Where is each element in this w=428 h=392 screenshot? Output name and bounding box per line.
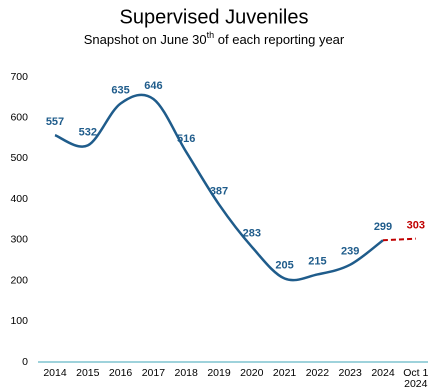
y-tick-label: 200 (10, 274, 28, 286)
x-tick-label: 2022 (305, 367, 330, 379)
x-tick-label: 2020 (240, 367, 264, 379)
x-tick-label: 2014 (43, 367, 67, 379)
data-label: 299 (374, 221, 392, 233)
projection-line (382, 237, 416, 242)
x-tick-label: 2019 (207, 367, 231, 379)
chart-title: Supervised Juveniles (120, 6, 309, 28)
y-tick-label: 500 (10, 152, 28, 164)
x-tick-label: 2021 (272, 367, 297, 379)
data-label: 635 (111, 84, 129, 96)
subtitle-part: Snapshot on June 30 (84, 32, 207, 47)
x-tick-label: 2018 (174, 367, 198, 379)
y-tick-label: 400 (10, 193, 28, 205)
x-tick-label: 2024 (371, 367, 395, 379)
x-tick-label: Oct 1 2024 (403, 367, 428, 390)
y-tick-label: 300 (10, 234, 28, 246)
x-tick-label: 2017 (141, 367, 166, 379)
y-tick-label: 100 (10, 315, 28, 327)
x-tick-label: 2023 (338, 367, 362, 379)
data-label: 532 (79, 126, 97, 138)
data-label: 283 (243, 228, 261, 240)
y-tick-label: 0 (22, 356, 28, 368)
data-label: 516 (177, 133, 195, 145)
subtitle-superscript: th (207, 30, 215, 40)
data-label: 215 (308, 255, 326, 267)
data-label: 239 (341, 246, 359, 258)
subtitle-part: of each reporting year (214, 32, 345, 47)
line (54, 93, 384, 282)
data-label: 387 (210, 185, 228, 197)
data-label: 557 (46, 116, 64, 128)
x-tick-label: 2015 (76, 367, 100, 379)
x-tick-label: 2016 (108, 367, 133, 379)
chart-subtitle: Snapshot on June 30th of each reporting … (84, 30, 345, 47)
data-label: 205 (275, 259, 293, 271)
data-label: 646 (144, 80, 162, 92)
data-label: 303 (407, 220, 425, 232)
y-tick-label: 700 (10, 71, 28, 83)
y-tick-label: 600 (10, 111, 28, 123)
